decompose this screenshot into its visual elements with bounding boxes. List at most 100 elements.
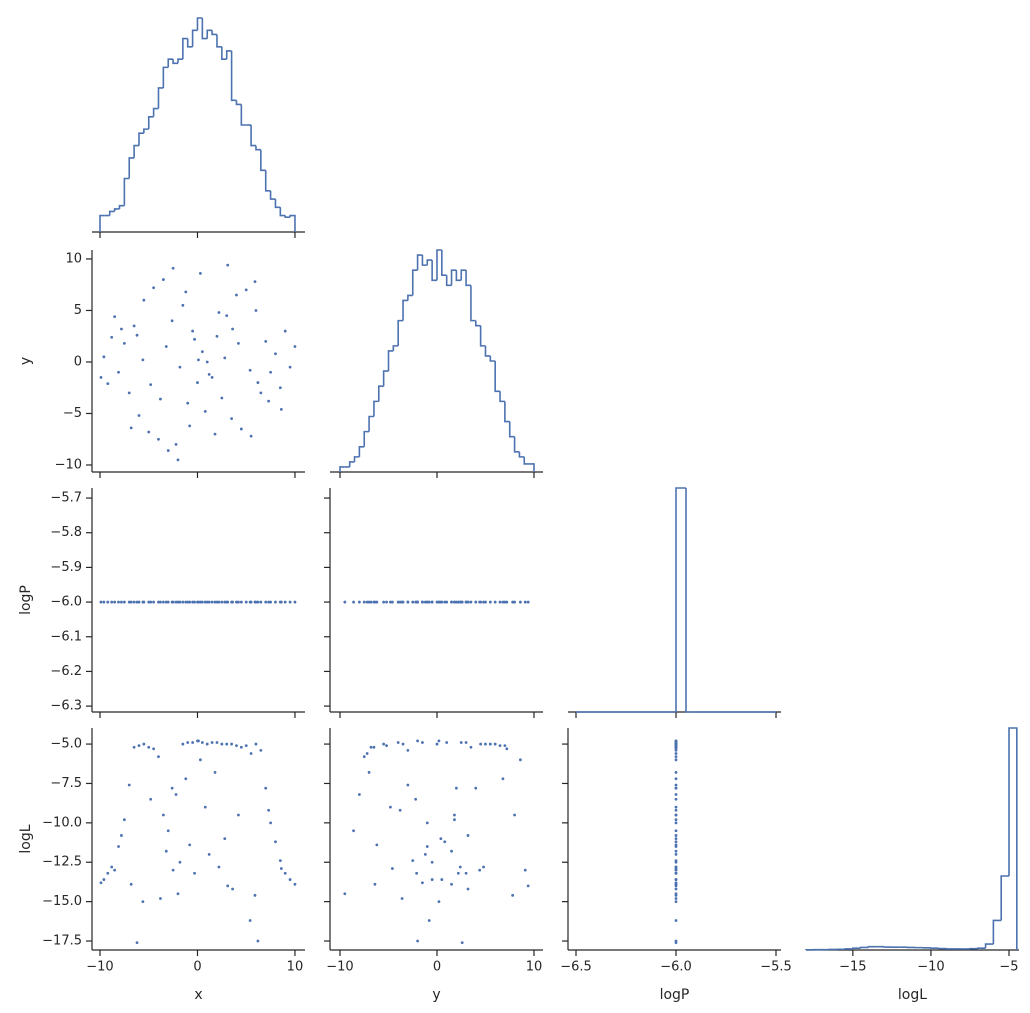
histogram-step <box>353 456 360 462</box>
point <box>278 386 282 390</box>
point <box>226 600 230 604</box>
point <box>373 882 377 886</box>
histogram-step <box>852 947 861 949</box>
histogram-step <box>138 132 144 146</box>
point <box>474 786 478 790</box>
point <box>435 600 439 604</box>
histogram-step <box>431 260 437 282</box>
point <box>256 381 260 384</box>
y-tick-label: −5 <box>63 406 82 421</box>
point <box>106 382 110 386</box>
point <box>231 887 234 891</box>
point <box>203 600 207 604</box>
point <box>478 868 482 872</box>
point <box>674 860 678 864</box>
point <box>159 897 162 900</box>
point <box>367 600 371 604</box>
point <box>382 600 386 604</box>
point <box>466 834 470 837</box>
point <box>230 742 233 746</box>
histogram-step <box>118 204 125 209</box>
point <box>259 748 263 752</box>
point <box>220 600 224 604</box>
histogram-step <box>123 177 130 206</box>
point <box>178 600 182 604</box>
point <box>411 600 415 604</box>
point <box>406 748 410 752</box>
point <box>396 741 400 744</box>
histogram-step <box>518 451 525 458</box>
point <box>217 865 221 869</box>
histogram-step <box>479 325 486 347</box>
point <box>357 600 361 604</box>
y-tick-label: 10 <box>65 251 82 266</box>
point <box>454 600 458 604</box>
histogram-step <box>513 436 520 453</box>
point <box>213 600 217 604</box>
point <box>482 600 485 604</box>
point <box>293 882 297 886</box>
point <box>176 458 180 462</box>
point <box>674 871 678 875</box>
histogram-step <box>421 255 428 266</box>
x-axis-label: x <box>194 987 202 1003</box>
point <box>230 417 233 421</box>
point <box>479 742 483 746</box>
y-tick-label: −10 <box>55 457 82 472</box>
point <box>401 742 405 746</box>
point <box>416 739 419 743</box>
point <box>439 600 443 604</box>
point <box>437 739 441 743</box>
point <box>149 600 153 604</box>
histogram-step <box>416 254 423 271</box>
histogram-step <box>984 943 994 949</box>
point <box>120 600 123 604</box>
point <box>352 600 355 604</box>
point <box>279 867 283 870</box>
histogram-step <box>167 58 174 68</box>
histogram-step <box>143 128 149 134</box>
point <box>505 600 509 604</box>
point <box>199 271 202 275</box>
point <box>421 600 424 604</box>
point <box>235 293 238 297</box>
point <box>385 600 388 604</box>
histogram-step <box>455 270 462 282</box>
point <box>215 741 219 744</box>
histogram-step <box>235 100 242 106</box>
histogram-step <box>206 29 213 39</box>
point <box>200 741 204 744</box>
point <box>210 741 214 744</box>
histogram-step <box>182 37 188 60</box>
point <box>464 871 468 875</box>
point <box>460 600 464 604</box>
point <box>117 845 120 848</box>
point <box>464 600 468 604</box>
point <box>157 600 160 604</box>
point <box>184 600 188 604</box>
point <box>674 777 678 781</box>
histogram-step <box>529 463 535 472</box>
point <box>196 381 199 384</box>
point <box>132 600 136 604</box>
point <box>102 600 106 604</box>
x-tick-label: 10 <box>526 960 543 975</box>
point <box>437 600 441 604</box>
point <box>181 303 185 307</box>
point <box>264 786 268 790</box>
point <box>220 742 224 746</box>
point <box>141 358 145 362</box>
point <box>237 600 240 604</box>
point <box>283 329 287 333</box>
point <box>239 745 243 749</box>
point <box>503 744 507 748</box>
point <box>223 600 227 604</box>
point <box>205 360 209 364</box>
point <box>157 437 160 441</box>
point <box>293 345 297 348</box>
point <box>213 771 217 774</box>
point <box>443 600 447 604</box>
y-tick-label: −12.5 <box>42 855 82 870</box>
point <box>215 334 219 338</box>
point <box>423 600 427 604</box>
